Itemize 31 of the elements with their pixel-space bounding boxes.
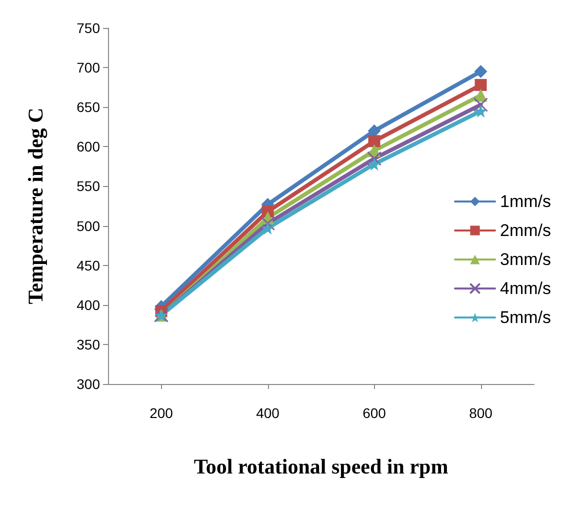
y-tick-label: 550 (76, 178, 100, 194)
y-tick-label: 300 (76, 376, 100, 392)
legend-label: 4mm/s (500, 279, 551, 298)
point (474, 104, 488, 118)
x-tick-label: 400 (256, 405, 280, 421)
x-tick-label: 800 (469, 405, 493, 421)
y-axis-title: Temperature in deg C (24, 108, 48, 304)
point (474, 78, 487, 91)
legend-label: 1mm/s (500, 192, 551, 211)
legend-label: 5mm/s (500, 308, 551, 327)
point (260, 216, 275, 231)
y-tick-label: 700 (76, 60, 100, 76)
y-tick-label: 500 (76, 218, 100, 234)
y-tick-label: 350 (76, 336, 100, 352)
point (474, 65, 488, 78)
legend-label: 3mm/s (500, 250, 551, 269)
y-tick-label: 600 (76, 138, 100, 155)
y-tick-label: 650 (76, 99, 100, 116)
point (368, 158, 381, 171)
y-tick-label: 450 (76, 257, 100, 274)
point (474, 97, 488, 112)
point (261, 222, 274, 235)
y-tick-label: 400 (76, 296, 100, 313)
y-tick-label: 750 (76, 20, 100, 36)
legend-label: 2mm/s (500, 221, 551, 240)
point (367, 151, 382, 166)
x-tick-label: 600 (362, 405, 386, 421)
x-tick-label: 200 (150, 405, 174, 421)
point (368, 124, 381, 138)
point (368, 135, 380, 148)
x-axis-title: Tool rotational speed in rpm (194, 454, 449, 478)
